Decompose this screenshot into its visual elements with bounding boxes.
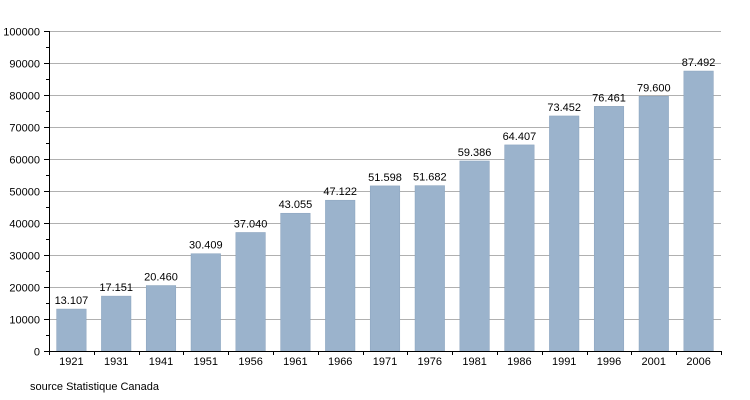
data-label: 76.461: [592, 92, 626, 104]
bar-2001: [638, 96, 669, 352]
x-tick-label: 1931: [104, 356, 128, 368]
data-label: 20.460: [144, 272, 178, 284]
source-note: source Statistique Canada: [30, 381, 160, 393]
x-tick-label: 1956: [238, 356, 262, 368]
x-axis: 1921 1931 1941 1951 1956 1961 1966 1971 1976 1981…: [49, 351, 722, 368]
bar-1981: [459, 160, 490, 352]
data-label: 43.055: [279, 199, 313, 211]
x-tick-label: 2006: [686, 356, 710, 368]
data-label: 64.407: [503, 131, 537, 143]
bar-1956: [235, 232, 266, 352]
y-tick-label: 40000: [9, 219, 40, 231]
data-label: 13.107: [55, 295, 89, 307]
bar-1976: [414, 185, 445, 352]
bar-1931: [101, 295, 132, 352]
x-tick-label: 1996: [597, 356, 621, 368]
y-tick-label: 0: [34, 347, 40, 359]
bar-1961: [280, 212, 311, 352]
x-tick-label: 1961: [283, 356, 307, 368]
bar-1991: [549, 115, 580, 352]
bar-1941: [145, 285, 177, 352]
data-label: 30.409: [189, 240, 223, 252]
y-axis: 0 10000 20000 30000 40000 50000 60000 70000 8000…: [3, 27, 50, 359]
y-tick-label: 10000: [9, 315, 40, 327]
data-label: 59.386: [458, 147, 492, 159]
data-label: 87.492: [682, 57, 716, 69]
y-tick-label: 70000: [9, 123, 40, 135]
data-label: 47.122: [323, 186, 357, 198]
y-tick-label: 30000: [9, 251, 40, 263]
y-tick-label: 20000: [9, 283, 40, 295]
x-tick-label: 1991: [552, 356, 576, 368]
data-label: 17.151: [99, 282, 133, 294]
y-tick-label: 80000: [9, 91, 40, 103]
bar-1951: [190, 253, 221, 352]
data-labels: 13.107 17.151 20.460 30.409 37.040 43.055 47.1…: [55, 57, 716, 307]
data-label: 51.598: [368, 172, 402, 184]
x-tick-label: 1976: [418, 356, 442, 368]
y-tick-label: 90000: [9, 59, 40, 71]
x-tick-label: 1951: [194, 356, 218, 368]
data-label: 51.682: [413, 172, 447, 184]
bars: [56, 70, 714, 352]
x-tick-label: 1981: [462, 356, 486, 368]
bar-1971: [369, 185, 401, 352]
x-tick-label: 1941: [149, 356, 173, 368]
bar-1966: [325, 199, 356, 352]
y-tick-label: 100000: [3, 27, 40, 39]
bar-1921: [56, 308, 87, 352]
data-label: 73.452: [547, 102, 581, 114]
x-tick-label: 1971: [373, 356, 397, 368]
x-tick-label: 1966: [328, 356, 352, 368]
bar-1986: [504, 144, 535, 352]
data-label: 37.040: [234, 218, 268, 230]
x-tick-label: 2001: [642, 356, 666, 368]
bar-2006: [683, 70, 714, 352]
data-label: 79.600: [637, 82, 671, 94]
bar-1996: [593, 106, 625, 352]
y-tick-label: 60000: [9, 155, 40, 167]
x-tick-label: 1921: [59, 356, 83, 368]
x-tick-label: 1986: [507, 356, 531, 368]
y-tick-label: 50000: [9, 187, 40, 199]
